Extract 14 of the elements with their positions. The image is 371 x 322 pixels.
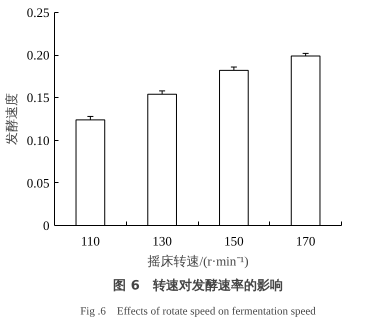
y-tick-label: 0.25 xyxy=(26,5,50,20)
y-tick-label: 0.10 xyxy=(26,132,50,148)
y-tick-label: 0.05 xyxy=(26,175,50,190)
y-tick-label: 0.15 xyxy=(26,90,50,106)
x-tick-label: 150 xyxy=(224,234,244,248)
y-axis-title: 发酵速度 xyxy=(4,93,19,145)
y-tick-label: 0.20 xyxy=(26,48,50,63)
y-tick-label: 0 xyxy=(43,218,50,233)
x-axis-title: 摇床转速/(r·min⁻¹) xyxy=(147,254,249,268)
text: 图 6 转速对发酵速率的影响 xyxy=(113,278,283,294)
x-tick-label: 130 xyxy=(152,234,172,248)
x-tick-label: 110 xyxy=(80,234,100,248)
text: Fig .6 Effects of rotate speed on fermentation speed xyxy=(80,306,316,318)
x-tick-label: 170 xyxy=(296,234,316,248)
